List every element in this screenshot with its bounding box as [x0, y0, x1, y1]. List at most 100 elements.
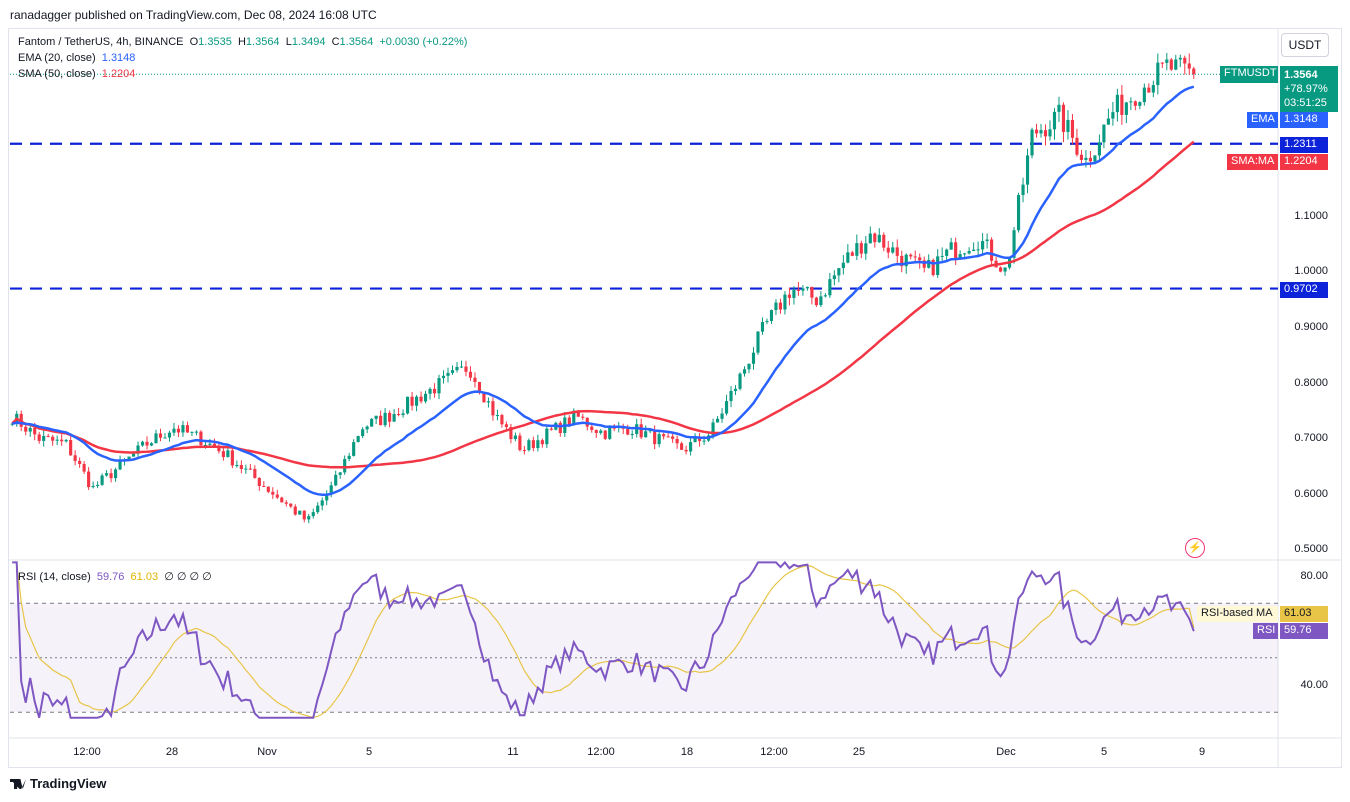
candle-body: [522, 450, 526, 452]
candle-body: [1187, 63, 1191, 69]
currency-button[interactable]: USDT: [1281, 33, 1329, 57]
candle-body: [347, 455, 351, 460]
resistance-price-tag: 1.2311: [1280, 137, 1328, 153]
candle-body: [266, 486, 270, 492]
candle-body: [136, 445, 140, 454]
price-axis-label: 0.8000: [1294, 377, 1328, 389]
sma-line: [11, 140, 1195, 469]
bar-countdown: 03:51:25: [1284, 97, 1327, 109]
candle-body: [486, 401, 491, 403]
candle-body: [787, 294, 792, 298]
candle-body: [163, 437, 167, 439]
candle-body: [801, 288, 805, 291]
candle-body: [401, 413, 405, 416]
candle-body: [374, 415, 378, 419]
candle-body: [1075, 137, 1079, 155]
candle-body: [1165, 59, 1169, 63]
candle-body: [792, 289, 796, 298]
symbol-title[interactable]: Fantom / TetherUS, 4h, BINANCE: [18, 36, 184, 48]
candle-body: [473, 377, 477, 383]
candle-body: [567, 417, 571, 426]
candle-body: [599, 430, 603, 433]
price-axis-label: 0.5000: [1294, 543, 1328, 555]
candle-body: [1084, 157, 1088, 160]
candle-body: [397, 414, 401, 416]
rsi-ma-value-tag: 61.03: [1280, 606, 1328, 622]
candle-body: [702, 440, 706, 442]
candle-body: [1115, 94, 1119, 113]
time-axis-label: 9: [1198, 746, 1206, 758]
tradingview-logo[interactable]: TradingView: [10, 776, 106, 791]
candle-body: [96, 484, 100, 486]
candle-body: [468, 371, 473, 378]
price-legend: Fantom / TetherUS, 4h, BINANCE O1.3535 H…: [18, 36, 467, 48]
candle-body: [877, 234, 881, 243]
candle-body: [42, 435, 46, 441]
sma-legend[interactable]: SMA (50, close) 1.2204: [18, 68, 135, 80]
flash-icon[interactable]: ⚡: [1185, 538, 1205, 558]
candle-body: [329, 485, 333, 495]
change-percent: +78.97%: [1284, 83, 1328, 95]
candle-body: [239, 465, 243, 469]
ema-line: [11, 85, 1195, 497]
candle-body: [504, 424, 508, 428]
candle-body: [1052, 111, 1057, 130]
candle-body: [37, 434, 41, 441]
candle-body: [113, 469, 118, 479]
low-label: L: [285, 36, 292, 48]
candle-body: [513, 435, 517, 439]
tradingview-mark-icon: [10, 779, 26, 789]
high-label: H: [237, 36, 246, 48]
candle-body: [69, 440, 73, 456]
ema-legend-value: 1.3148: [101, 52, 136, 64]
candle-body: [1156, 62, 1160, 86]
last-price-tag: 1.3564 +78.97% 03:51:25: [1280, 66, 1338, 112]
candle-body: [1183, 57, 1187, 64]
candle-body: [320, 500, 324, 506]
candle-body: [500, 415, 504, 425]
candle-body: [1048, 129, 1052, 137]
candle-body: [60, 439, 64, 442]
time-axis-label: 11: [507, 746, 519, 758]
candle-body: [338, 472, 342, 475]
candle-body: [1012, 230, 1016, 258]
ema-tag: EMA: [1247, 112, 1278, 128]
price-axis-label: 1.1000: [1294, 210, 1328, 222]
candle-body: [33, 427, 37, 435]
candle-body: [293, 506, 297, 515]
candle-body: [1057, 104, 1061, 112]
candle-body: [680, 443, 684, 450]
candle-body: [388, 412, 392, 422]
candle-body: [832, 275, 836, 280]
candle-body: [1030, 129, 1034, 156]
ema-legend[interactable]: EMA (20, close) 1.3148: [18, 52, 135, 64]
price-axis-label: 1.0000: [1294, 265, 1328, 277]
candle-body: [572, 410, 576, 426]
candle-body: [711, 422, 715, 436]
time-axis-label: Nov: [257, 746, 277, 758]
candle-body: [940, 255, 944, 257]
candle-body: [406, 396, 410, 414]
rsi-legend[interactable]: RSI (14, close) 59.76 61.03 ∅ ∅ ∅ ∅: [18, 570, 212, 583]
candle-body: [140, 441, 145, 446]
candle-body: [46, 435, 50, 437]
candle-body: [302, 510, 306, 520]
publisher-line: ranadagger published on TradingView.com,…: [10, 8, 377, 22]
candle-body: [981, 241, 985, 250]
candle-body: [648, 430, 652, 432]
candle-body: [715, 418, 720, 423]
candle-body: [760, 322, 765, 332]
candle-body: [149, 443, 154, 446]
candle-body: [208, 443, 212, 445]
candle-body: [105, 473, 109, 476]
candle-body: [464, 366, 468, 372]
candle-body: [495, 415, 500, 417]
rsi-legend-extra: ∅ ∅ ∅ ∅: [164, 571, 212, 583]
candle-body: [747, 363, 751, 370]
candle-body: [10, 423, 14, 425]
candle-body: [612, 427, 616, 429]
candle-body: [51, 436, 55, 441]
candle-body: [455, 366, 459, 371]
candle-body: [477, 382, 482, 394]
